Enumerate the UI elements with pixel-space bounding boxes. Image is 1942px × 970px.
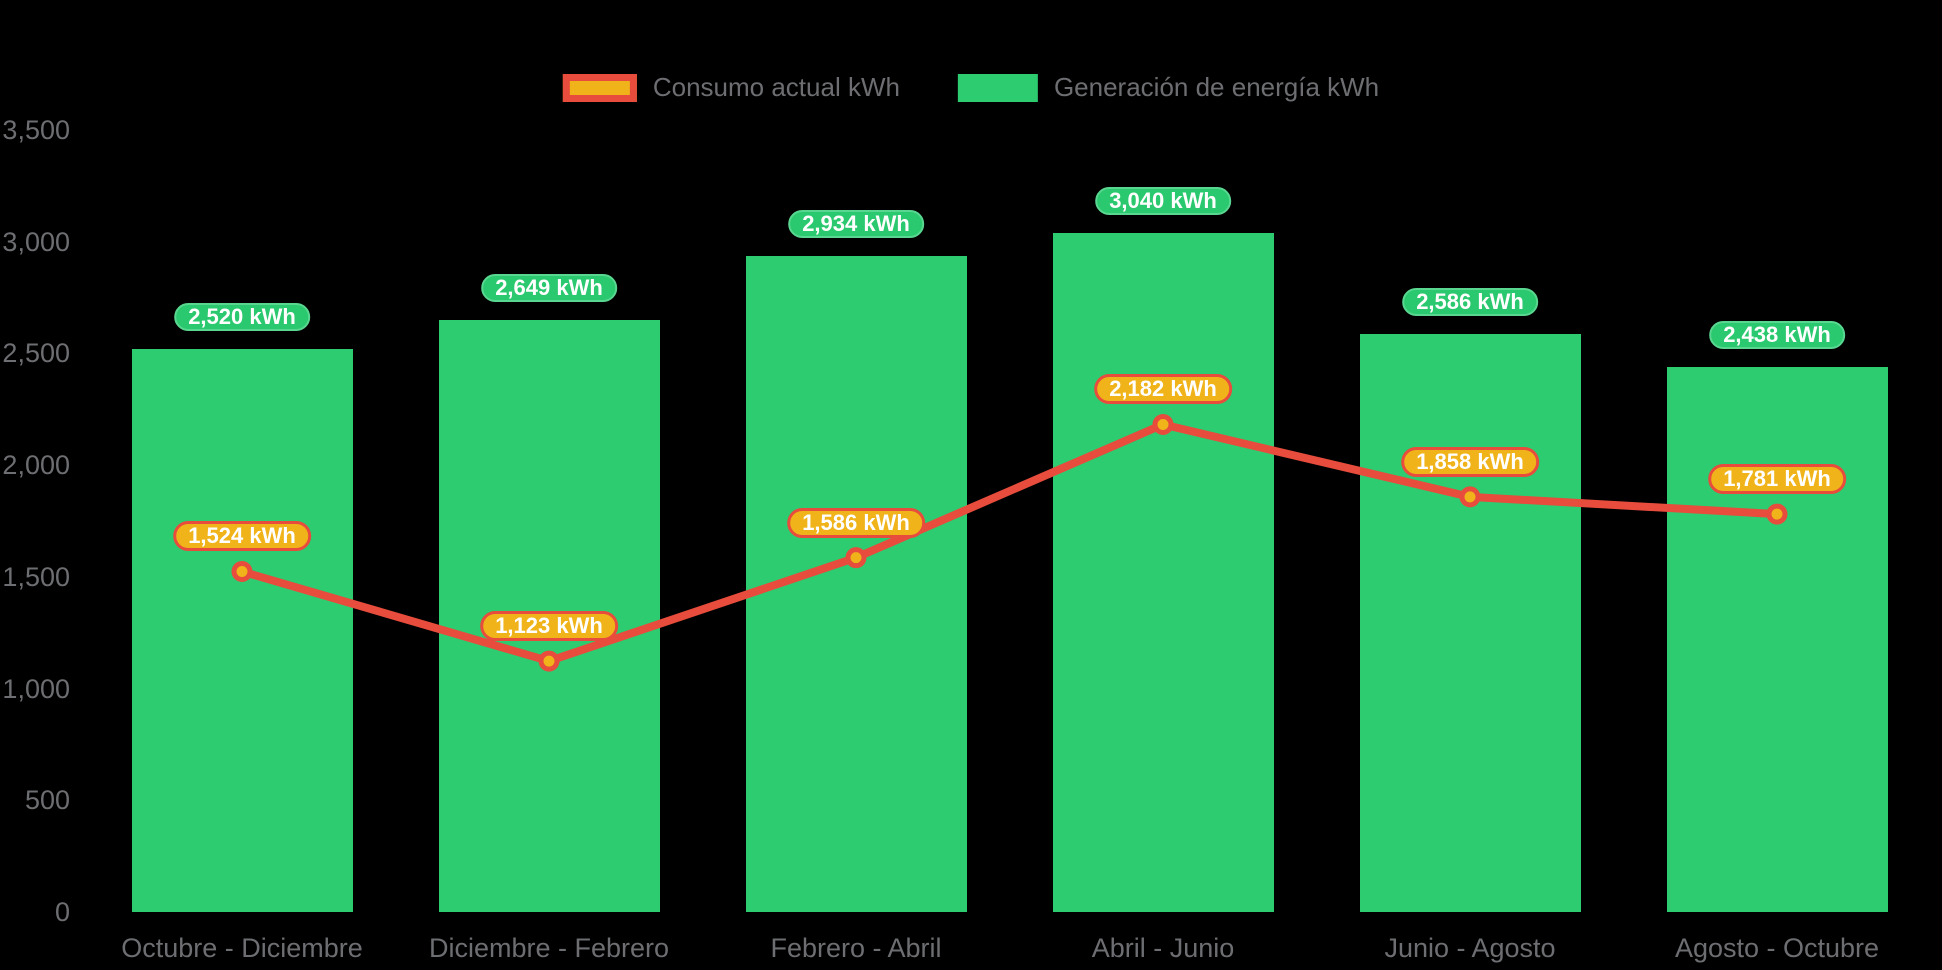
- generation-bar: [131, 348, 353, 912]
- generation-value-badge: 2,649 kWh: [481, 274, 617, 303]
- y-axis-tick-label: 500: [24, 785, 70, 816]
- consumption-value-badge: 2,182 kWh: [1094, 374, 1232, 405]
- generation-legend-swatch: [957, 73, 1038, 102]
- consumption-legend-swatch: [562, 73, 637, 102]
- consumption-point: [1459, 486, 1481, 508]
- y-axis-tick-label: 0: [54, 897, 70, 927]
- generation-value-badge: 3,040 kWh: [1095, 186, 1231, 215]
- y-axis-tick-label: 3,500: [2, 115, 70, 145]
- consumption-value-badge: 1,586 kWh: [787, 507, 925, 538]
- consumption-point: [538, 650, 560, 672]
- consumption-point: [1152, 413, 1174, 435]
- y-axis-tick-label: 2,500: [2, 338, 70, 369]
- generation-bar: [1666, 367, 1888, 912]
- x-axis-category-label: Febrero - Abril: [770, 933, 942, 963]
- x-axis-category-label: Diciembre - Febrero: [428, 933, 670, 963]
- legend-item-generation: Generación de energía kWh: [957, 72, 1380, 103]
- x-axis-category-label: Junio - Agosto: [1384, 933, 1556, 963]
- legend-item-consumption: Consumo actual kWh: [562, 72, 900, 103]
- consumption-point: [1766, 503, 1788, 525]
- chart-legend: Consumo actual kWh Generación de energía…: [562, 72, 1380, 103]
- generation-value-badge: 2,438 kWh: [1709, 321, 1845, 350]
- consumption-value-badge: 1,524 kWh: [173, 521, 311, 552]
- generation-legend-label: Generación de energía kWh: [1053, 72, 1380, 102]
- consumption-point: [231, 560, 253, 582]
- generation-value-badge: 2,586 kWh: [1402, 288, 1538, 317]
- y-axis-tick-label: 2,000: [2, 450, 70, 481]
- y-axis-tick-label: 3,000: [2, 226, 70, 257]
- y-axis-tick-label: 1,500: [2, 561, 70, 592]
- generation-bar: [1359, 334, 1581, 912]
- generation-value-badge: 2,934 kWh: [788, 210, 924, 239]
- x-axis-category-label: Agosto - Octubre: [1674, 933, 1880, 963]
- consumption-value-badge: 1,858 kWh: [1401, 446, 1539, 477]
- consumption-line: [240, 420, 1778, 666]
- consumption-value-badge: 1,781 kWh: [1708, 464, 1846, 495]
- x-axis-category-label: Octubre - Diciembre: [121, 933, 363, 963]
- generation-bar: [1052, 232, 1274, 912]
- consumption-value-badge: 1,123 kWh: [480, 611, 618, 642]
- y-axis-tick-label: 1,000: [2, 673, 70, 704]
- generation-value-badge: 2,520 kWh: [174, 302, 310, 331]
- x-axis-category-label: Abril - Junio: [1091, 933, 1235, 963]
- consumption-point: [845, 547, 867, 569]
- consumption-legend-label: Consumo actual kWh: [652, 72, 900, 102]
